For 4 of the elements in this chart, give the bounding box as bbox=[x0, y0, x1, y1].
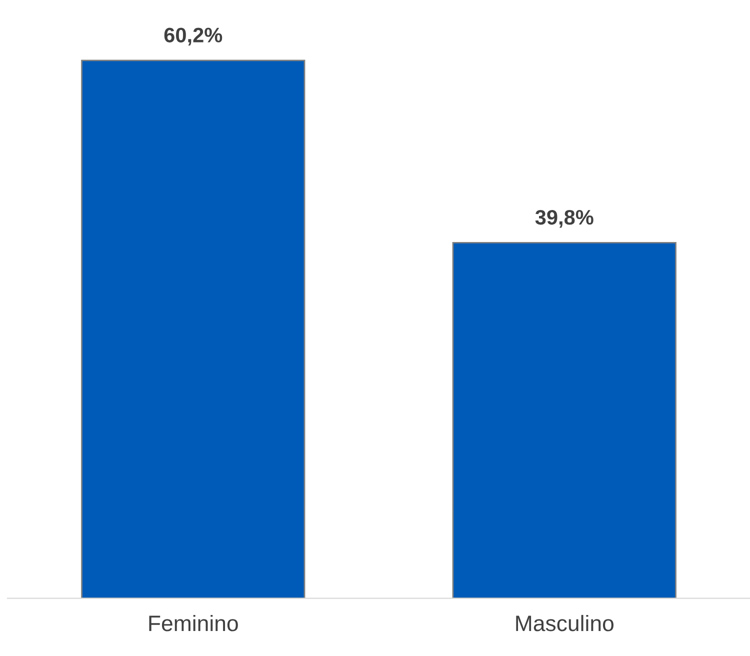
data-label: 39,8% bbox=[535, 210, 594, 228]
x-tick-label: Feminino bbox=[149, 614, 238, 632]
x-tick-label: Masculino bbox=[516, 614, 614, 632]
data-label: 60,2% bbox=[164, 28, 222, 46]
